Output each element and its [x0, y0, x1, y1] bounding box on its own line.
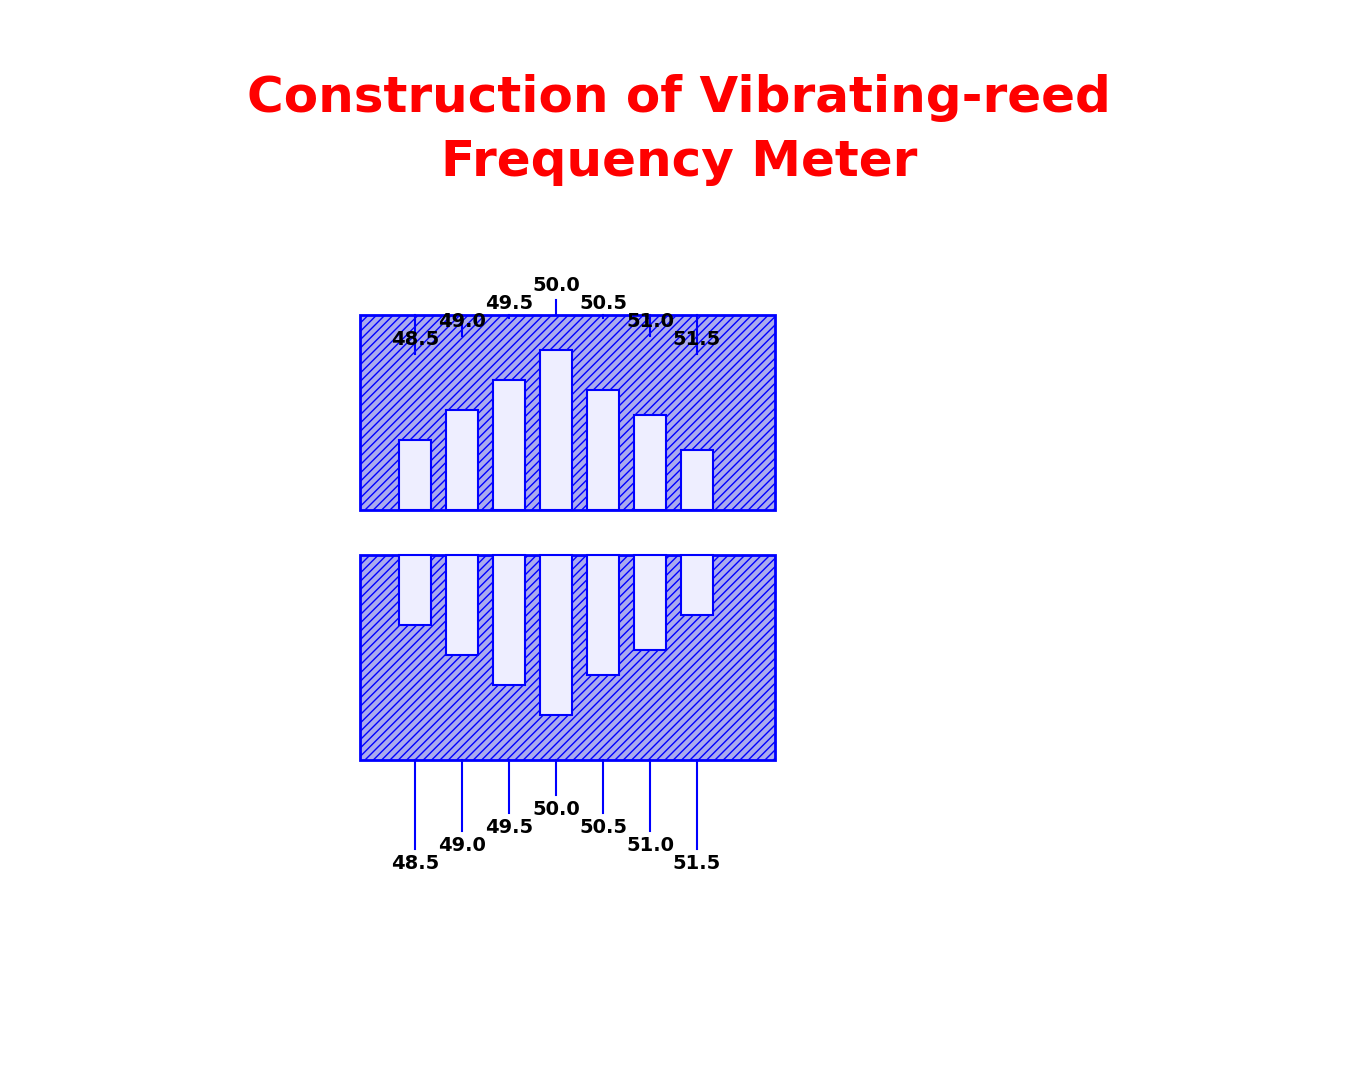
- Bar: [493, 380, 526, 510]
- Text: Construction of Vibrating-reed
Frequency Meter: Construction of Vibrating-reed Frequency…: [247, 74, 1111, 185]
- Text: 51.5: 51.5: [672, 854, 721, 873]
- Text: 50.0: 50.0: [532, 276, 580, 295]
- Text: 51.0: 51.0: [626, 836, 674, 855]
- Bar: [540, 555, 572, 715]
- Bar: [445, 555, 478, 654]
- Text: 48.5: 48.5: [391, 330, 439, 348]
- Bar: [399, 555, 430, 625]
- Bar: [680, 555, 713, 615]
- Bar: [634, 415, 665, 510]
- Text: 49.0: 49.0: [439, 313, 486, 331]
- Text: 50.5: 50.5: [579, 294, 627, 313]
- Bar: [587, 555, 619, 675]
- Text: 49.0: 49.0: [439, 836, 486, 855]
- Text: 51.0: 51.0: [626, 313, 674, 331]
- Bar: [680, 450, 713, 510]
- Text: 50.5: 50.5: [579, 818, 627, 837]
- Text: 48.5: 48.5: [391, 854, 439, 873]
- Bar: [399, 440, 430, 510]
- Bar: [587, 390, 619, 510]
- Text: 49.5: 49.5: [485, 294, 534, 313]
- Bar: [634, 555, 665, 650]
- Bar: [493, 555, 526, 685]
- Text: 49.5: 49.5: [485, 818, 534, 837]
- Bar: [445, 409, 478, 510]
- Bar: [540, 350, 572, 510]
- Bar: [360, 555, 775, 760]
- Text: 50.0: 50.0: [532, 800, 580, 819]
- Text: 51.5: 51.5: [672, 330, 721, 348]
- Bar: [360, 315, 775, 510]
